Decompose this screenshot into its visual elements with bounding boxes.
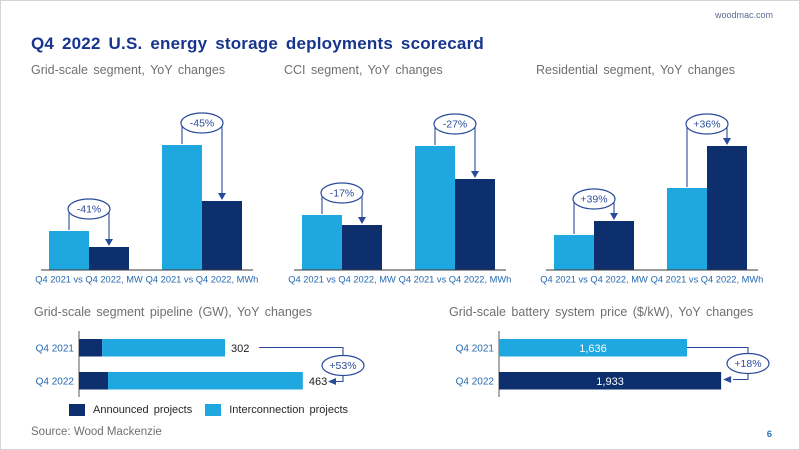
x-axis-label: Q4 2021 vs Q4 2022, MWh <box>399 275 512 285</box>
total-value: 302 <box>231 343 249 355</box>
x-axis-label: Q4 2021 vs Q4 2022, MW <box>540 275 648 285</box>
bar-value: 1,636 <box>579 343 607 355</box>
bar-q4-2021 <box>499 339 687 357</box>
bar-q4-2022 <box>707 146 747 270</box>
change-label: +39% <box>580 194 607 206</box>
page-title: Q4 2022 U.S. energy storage deployments … <box>31 34 484 53</box>
grid-scale-segment-chart: Grid-scale segment, YoY changes -41% Q4 2… <box>31 63 279 291</box>
change-oval <box>726 352 770 375</box>
total-value: 463 <box>309 376 327 388</box>
change-label: -41% <box>77 204 102 216</box>
change-oval <box>320 182 364 204</box>
change-oval <box>180 112 224 134</box>
row-label: Q4 2021 <box>456 344 495 355</box>
arrowhead-down <box>105 239 113 246</box>
pipeline-chart-title: Grid-scale segment pipeline (GW), YoY ch… <box>34 305 312 319</box>
change-connector <box>733 373 749 381</box>
change-oval <box>321 354 365 377</box>
bar-q4-2021 <box>415 146 455 270</box>
legend-swatch-dark_navy <box>69 404 85 416</box>
segment-announced-projects <box>79 372 109 390</box>
legend-item: Announced projects <box>69 404 192 416</box>
arrowhead-down <box>723 138 731 145</box>
page-number: 6 <box>766 429 772 440</box>
bar-q4-2022 <box>342 225 382 270</box>
change-connector <box>687 346 749 354</box>
arrowhead-left <box>328 378 336 385</box>
site-link: woodmac.com <box>714 10 773 20</box>
row-label: Q4 2021 <box>36 344 75 355</box>
bar-q4-2021 <box>554 235 594 270</box>
legend-label: Announced projects <box>93 404 193 416</box>
arrowhead-down <box>471 171 479 178</box>
x-axis-label: Q4 2021 vs Q4 2022, MWh <box>651 275 764 285</box>
change-label: -45% <box>190 118 215 130</box>
grid-scale-chart-canvas: -41% Q4 2021 vs Q4 2022, MW -45% Q4 2021 vs… <box>35 112 259 285</box>
x-axis-label: Q4 2021 vs Q4 2022, MW <box>35 275 143 285</box>
bar-value: 1,933 <box>596 376 624 388</box>
arrowhead-down <box>218 193 226 200</box>
cci-segment-chart: CCI segment, YoY changes -17% Q4 2021 vs … <box>284 63 532 291</box>
residential-chart-canvas: +39% Q4 2021 vs Q4 2022, MW +36% Q4 2021 vs… <box>540 113 764 285</box>
price-chart-canvas: Q4 2021 1,636 Q4 2022 1,933 +18% <box>456 331 770 397</box>
bar-q4-2021 <box>667 188 707 270</box>
change-oval <box>67 198 111 220</box>
change-oval <box>685 113 729 135</box>
row-label: Q4 2022 <box>36 377 75 388</box>
segment-announced-projects <box>79 339 103 357</box>
bar-q4-2022 <box>89 247 129 270</box>
arrowhead-down <box>358 217 366 224</box>
chart-subtitle: Residential segment, YoY changes <box>536 63 735 77</box>
change-label: -17% <box>330 188 355 200</box>
chart-subtitle: CCI segment, YoY changes <box>284 63 443 77</box>
price-chart-title: Grid-scale battery system price ($/kW), … <box>449 305 754 319</box>
x-axis-label: Q4 2021 vs Q4 2022, MW <box>288 275 396 285</box>
bar-q4-2021 <box>49 231 89 270</box>
change-connector <box>335 375 344 383</box>
segment-interconnection-projects <box>108 372 303 390</box>
pipeline-chart-canvas: Q4 2021 302 Q4 2022 463+53% <box>36 331 365 397</box>
bar-q4-2021 <box>302 215 342 270</box>
change-oval <box>572 188 616 210</box>
bar-q4-2022 <box>202 201 242 270</box>
change-oval <box>433 113 477 135</box>
segment-interconnection-projects <box>102 339 225 357</box>
change-connector <box>259 346 344 356</box>
arrowhead-left <box>723 376 732 383</box>
bar-q4-2022 <box>594 221 634 270</box>
cci-chart-canvas: -17% Q4 2021 vs Q4 2022, MW -27% Q4 2021 vs… <box>288 113 512 285</box>
change-label: +18% <box>734 358 761 370</box>
chart-subtitle: Grid-scale segment, YoY changes <box>31 63 226 77</box>
arrowhead-down <box>610 213 618 220</box>
pipeline-legend: Announced projects Interconnection projec… <box>69 404 361 416</box>
x-axis-label: Q4 2021 vs Q4 2022, MWh <box>146 275 259 285</box>
legend-label: Interconnection projects <box>229 404 349 416</box>
change-label: -27% <box>443 119 468 131</box>
bar-q4-2022 <box>455 179 495 270</box>
bar-q4-2022 <box>499 372 722 390</box>
change-label: +53% <box>329 360 356 372</box>
residential-segment-chart: Residential segment, YoY changes +39% Q4 … <box>536 63 784 291</box>
row-label: Q4 2022 <box>456 377 495 388</box>
bar-q4-2021 <box>162 145 202 270</box>
legend-item: Interconnection projects <box>205 404 348 416</box>
change-label: +36% <box>693 119 720 131</box>
legend-swatch-light_blue <box>205 404 222 416</box>
source-text: Source: Wood Mackenzie <box>31 426 162 438</box>
